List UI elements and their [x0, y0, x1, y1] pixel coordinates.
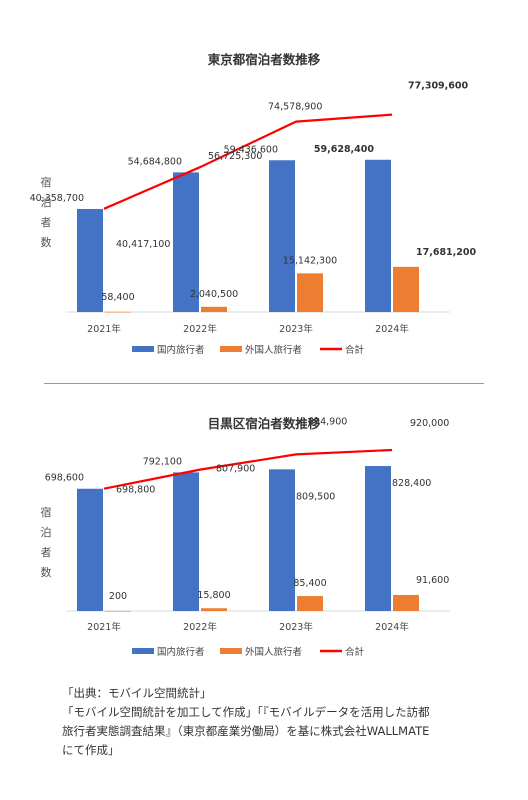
bar-foreign: [297, 596, 323, 611]
bar-domestic: [173, 472, 199, 611]
data-label-domestic: 59,436,600: [224, 144, 278, 155]
y-axis-label: 宿泊者数: [41, 175, 52, 249]
bar-foreign: [201, 306, 227, 312]
legend-swatch: [220, 346, 242, 352]
x-tick-label: 2024年: [375, 621, 409, 633]
bar-foreign: [201, 608, 227, 611]
data-label-foreign: 91,600: [416, 575, 449, 586]
data-label-domestic: 698,600: [45, 473, 84, 484]
chart-divider: [44, 383, 484, 384]
legend-swatch: [132, 648, 154, 654]
x-tick-label: 2021年: [87, 621, 121, 633]
source-line: 「出典：モバイル空間統計」: [62, 686, 212, 700]
legend-label: 合計: [345, 646, 365, 658]
source-line: にて作成」: [62, 743, 120, 757]
data-label-foreign: 85,400: [293, 578, 326, 589]
data-label-domestic: 809,500: [296, 491, 335, 502]
data-label-total: 56,725,300: [208, 151, 262, 162]
x-tick-label: 2023年: [279, 323, 313, 335]
legend-label: 国内旅行者: [157, 344, 205, 356]
data-label-domestic: 54,684,800: [128, 156, 182, 167]
bar-domestic: [269, 469, 295, 611]
bar-foreign: [105, 311, 131, 313]
y-axis-label: 宿泊者数: [41, 505, 52, 579]
data-label-domestic: 59,628,400: [314, 144, 374, 155]
chart-title: 東京都宿泊者数推移: [208, 52, 321, 67]
meguro-chart: 目黒区宿泊者数推移 宿泊者数 698,600 698,800 200 792,100 8…: [0, 408, 528, 670]
legend-label: 外国人旅行者: [245, 646, 302, 658]
bar-domestic: [77, 488, 103, 611]
data-label-total: 920,000: [410, 418, 449, 429]
data-label-domestic: 828,400: [392, 478, 431, 489]
data-label-total: 77,309,600: [408, 81, 468, 92]
data-label-total: 894,900: [308, 416, 347, 427]
legend-swatch: [220, 648, 242, 654]
data-label-domestic: 792,100: [143, 456, 182, 467]
data-label-domestic: 40,358,700: [30, 193, 84, 204]
bar-domestic: [365, 466, 391, 611]
bar-domestic: [269, 160, 295, 312]
bar-domestic: [365, 159, 391, 312]
data-label-foreign: 15,800: [197, 590, 230, 601]
source-line: 「モバイル空間統計を加工して作成」「『モバイルデータを活用した訪都: [62, 705, 430, 719]
bar-foreign: [393, 594, 419, 611]
source-note: 「出典：モバイル空間統計」 「モバイル空間統計を加工して作成」「『モバイルデータ…: [62, 684, 482, 760]
legend-label: 合計: [345, 344, 365, 356]
source-line: 旅行者実態調査結果』（東京都産業労働局）を基に株式会社WALLMATE: [62, 724, 430, 738]
bar-foreign: [393, 266, 419, 312]
legend-label: 国内旅行者: [157, 646, 205, 658]
x-tick-label: 2023年: [279, 621, 313, 633]
x-tick-label: 2022年: [183, 323, 217, 335]
bar-foreign: [105, 610, 131, 612]
x-tick-label: 2021年: [87, 323, 121, 335]
data-label-total: 807,900: [216, 464, 255, 475]
x-tick-label: 2022年: [183, 621, 217, 633]
data-label-total: 40,417,100: [116, 239, 170, 250]
bar-domestic: [173, 172, 199, 312]
chart-title: 目黒区宿泊者数推移: [208, 416, 321, 431]
data-label-total: 698,800: [116, 485, 155, 496]
data-label-foreign: 17,681,200: [416, 247, 476, 258]
data-label-foreign: 15,142,300: [283, 255, 337, 266]
bar-foreign: [297, 273, 323, 312]
total-line: [103, 448, 393, 490]
legend-label: 外国人旅行者: [245, 344, 302, 356]
x-tick-label: 2024年: [375, 323, 409, 335]
tokyo-chart: 東京都宿泊者数推移 宿泊者数 40,358,700 40,417,100 58,40…: [0, 40, 528, 370]
total-line: [103, 113, 393, 210]
data-label-foreign: 58,400: [101, 292, 134, 303]
data-label-total: 74,578,900: [268, 102, 322, 113]
legend-swatch: [132, 346, 154, 352]
bar-domestic: [77, 208, 103, 312]
data-label-foreign: 200: [109, 591, 127, 602]
data-label-foreign: 2,040,500: [190, 289, 238, 300]
